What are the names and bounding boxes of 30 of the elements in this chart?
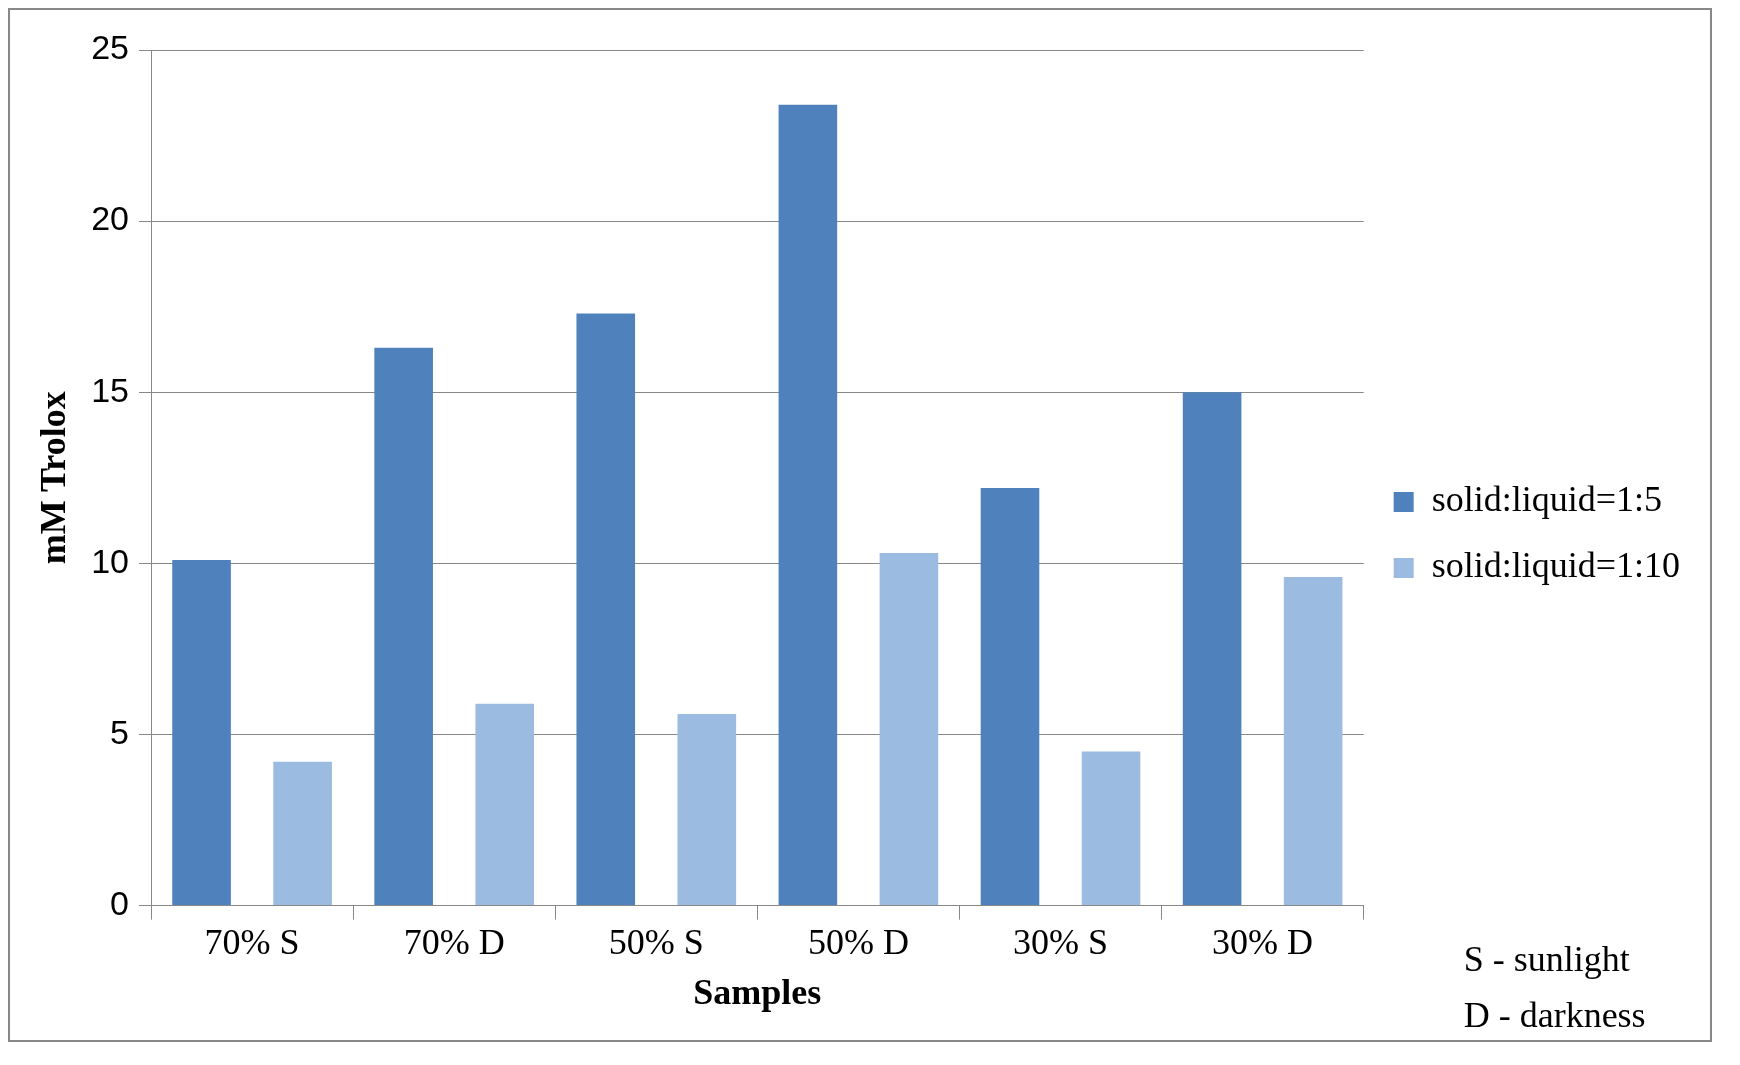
x-tick-label: 50% S xyxy=(608,921,704,962)
y-tick-label: 5 xyxy=(110,712,130,751)
x-tick-label: 50% D xyxy=(807,921,909,962)
x-tick-label: 70% S xyxy=(204,921,300,962)
y-tick-label: 15 xyxy=(91,370,130,409)
bar xyxy=(1081,751,1141,906)
text: S - sunlight xyxy=(1463,938,1630,979)
y-tick-label: 25 xyxy=(91,28,130,67)
legend-label: solid:liquid=1:10 xyxy=(1431,545,1680,586)
x-tick-label: 30% D xyxy=(1212,921,1314,962)
bar xyxy=(374,347,433,906)
bar xyxy=(778,104,838,906)
y-axis-title: mM Trolox xyxy=(32,391,73,565)
y-tick-label: 0 xyxy=(110,883,130,922)
bar xyxy=(172,559,231,906)
bar xyxy=(475,703,535,906)
bar xyxy=(980,488,1040,906)
text: D - darkness xyxy=(1463,994,1646,1035)
bar xyxy=(273,761,332,906)
y-tick-label: 20 xyxy=(91,199,130,238)
bar xyxy=(1283,577,1343,906)
bar xyxy=(1182,392,1242,906)
bar xyxy=(879,553,939,906)
x-tick-label: 70% D xyxy=(403,921,505,962)
bar xyxy=(576,313,636,906)
bar xyxy=(677,713,737,906)
x-tick-label: 30% S xyxy=(1013,921,1109,962)
legend-label: solid:liquid=1:5 xyxy=(1431,479,1662,520)
y-tick-label: 10 xyxy=(91,541,130,580)
x-axis-title: Samples xyxy=(693,971,822,1012)
